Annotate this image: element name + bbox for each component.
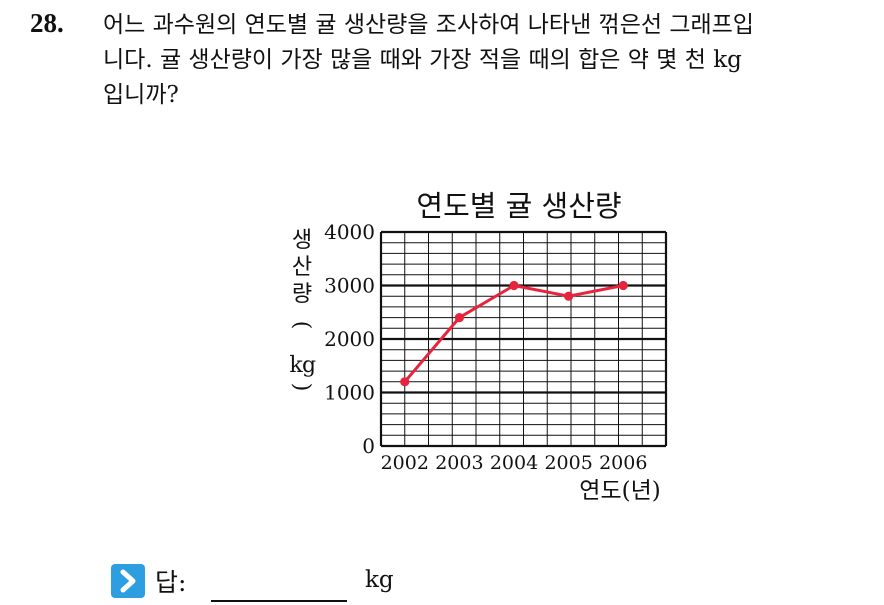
data-point — [564, 291, 574, 301]
answer-unit: kg — [365, 567, 394, 593]
series-line — [403, 284, 624, 383]
data-point — [454, 313, 464, 323]
answer-label: 답: — [155, 568, 187, 597]
x-tick-label: 2005 — [544, 452, 592, 474]
question-line: 니다. 귤 생산량이 가장 많을 때와 가장 적을 때의 합은 약 몇 천 kg — [103, 47, 742, 73]
y-axis-ticks: 0 1000 2000 3000 4000 — [324, 220, 375, 458]
y-label-char: 산 — [292, 255, 312, 280]
x-tick-label: 2003 — [435, 452, 483, 474]
y-label-char: ) — [289, 383, 314, 392]
y-label-char: 생 — [292, 228, 312, 253]
y-tick-label: 1000 — [324, 381, 375, 405]
chart-series — [400, 280, 628, 387]
question-text: 어느 과수원의 연도별 귤 생산량을 조사하여 나타낸 꺾은선 그래프입 니다.… — [103, 8, 873, 113]
question-number: 28. — [30, 8, 64, 38]
y-tick-label: 2000 — [324, 327, 375, 351]
y-tick-label: 4000 — [324, 220, 375, 244]
chevron-right-icon — [111, 564, 145, 598]
data-point — [618, 280, 628, 291]
y-label-char: ( — [289, 321, 314, 330]
x-tick-label: 2004 — [490, 452, 538, 474]
question-line: 어느 과수원의 연도별 귤 생산량을 조사하여 나타낸 꺾은선 그래프입 — [103, 12, 754, 38]
x-tick-label: 2002 — [381, 452, 429, 474]
y-tick-label: 3000 — [324, 274, 375, 298]
chart-title: 연도별 귤 생산량 — [416, 189, 621, 223]
y-label-char: k — [289, 353, 303, 378]
x-axis-ticks: 2002 2003 2004 2005 2006 — [381, 452, 648, 474]
data-point — [400, 377, 410, 387]
question-line: 입니까? — [103, 82, 179, 108]
y-label-char: 량 — [292, 282, 312, 307]
y-label-char: g — [302, 353, 316, 378]
x-tick-label: 2006 — [599, 452, 647, 474]
y-axis-label: 생산량 ( k g) — [289, 228, 316, 391]
data-point — [509, 280, 519, 291]
x-axis-label: 연도(년) — [579, 478, 660, 504]
y-tick-label: 0 — [362, 434, 375, 458]
answer-blank[interactable] — [211, 600, 347, 602]
chart-grid — [379, 230, 668, 448]
